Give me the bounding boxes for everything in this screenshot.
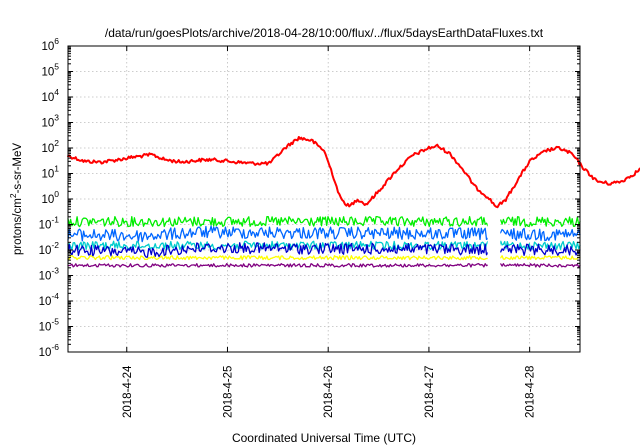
y-tick-label: 104 [41,87,59,104]
x-tick-label: 2018-4-27 [424,366,436,418]
y-axis: 10-6 10-5 10-4 10-3 10-2 10-1 100 101 102 103 104 1… [39,36,580,359]
y-tick-label: 101 [41,164,59,181]
y-tick-label: 10-1 [39,215,60,232]
y-tick-label: 100 [41,189,59,206]
x-axis: 2018-4-24 2018-4-25 2018-4-26 2018-4-27 2018… [122,46,537,418]
series-layer [67,136,640,268]
x-axis-label: Coordinated Universal Time (UTC) [232,431,416,445]
y-tick-label: 10-3 [39,266,60,283]
y-tick-label: 105 [41,62,59,79]
x-tick-label: 2018-4-26 [323,366,335,418]
chart-title: /data/run/goesPlots/archive/2018-04-28/1… [105,26,544,40]
x-tick-label: 2018-4-28 [525,366,537,418]
y-tick-label: 10-4 [39,291,60,308]
y-tick-label: 10-2 [39,240,60,257]
x-tick-label: 2018-4-25 [222,366,234,418]
y-tick-label: 10-6 [39,342,60,359]
y-tick-label: 102 [41,138,59,155]
data-gap [487,212,501,268]
y-tick-label: 103 [41,113,59,130]
y-axis-label: protons/cm2-s-sr-MeV [8,143,24,255]
y-tick-label: 106 [41,36,59,53]
x-tick-label: 2018-4-24 [122,365,134,418]
y-tick-label: 10-5 [39,317,60,334]
series-line-1 [67,136,640,209]
